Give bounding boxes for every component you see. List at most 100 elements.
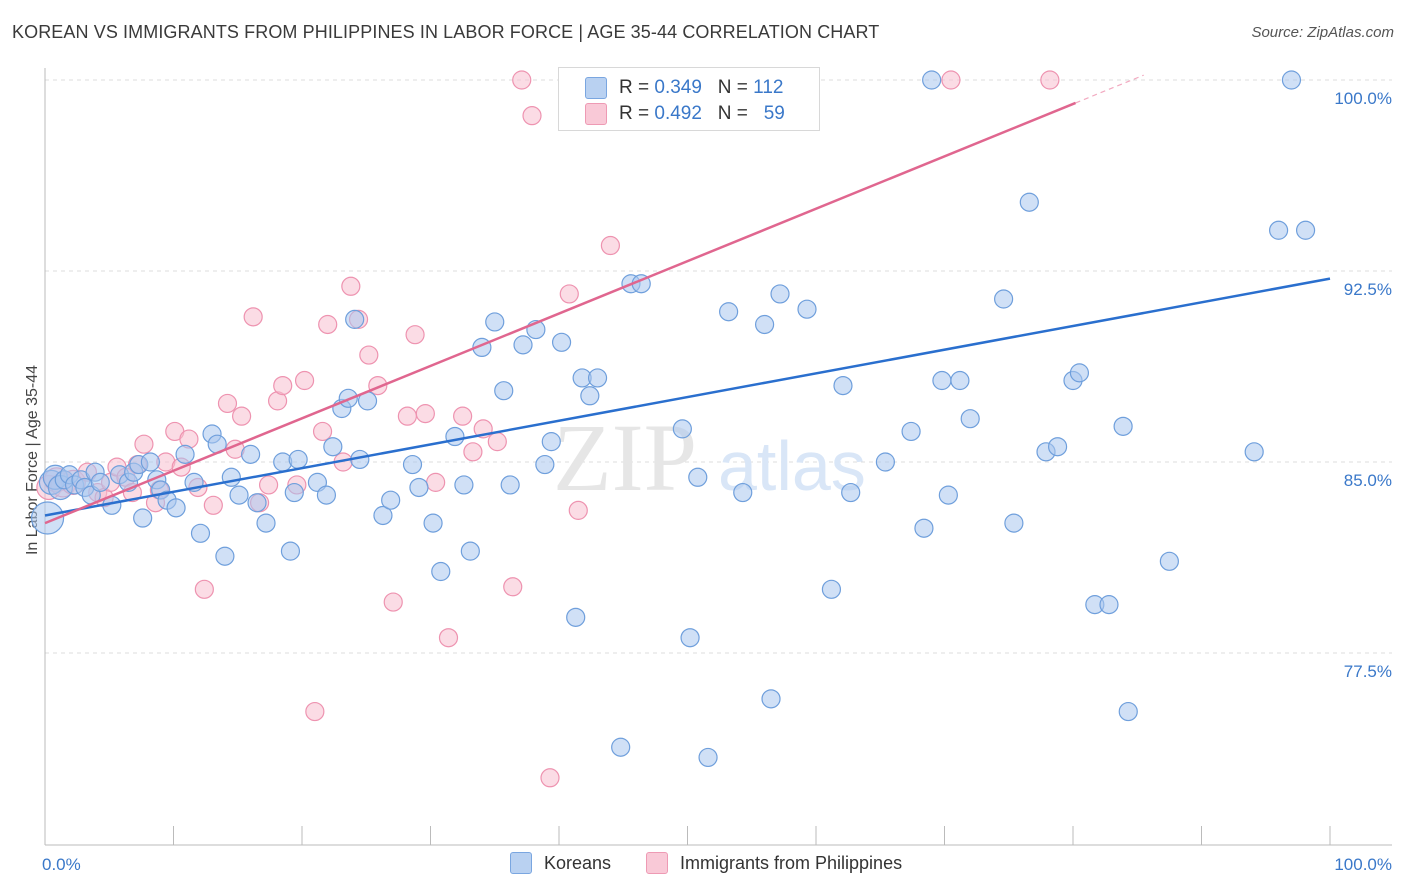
korean-point-93	[1004, 513, 1024, 533]
bottom-legend-swatch-koreans	[510, 852, 532, 874]
legend-row-koreans: R = 0.349 N = 112	[585, 76, 783, 100]
korean-point-31	[241, 444, 261, 464]
regression-line-philippines	[44, 101, 1077, 525]
korean-point-94	[1019, 192, 1039, 212]
korean-point-0	[30, 501, 65, 535]
philippines-point-58	[1040, 70, 1060, 90]
korean-point-23	[175, 444, 195, 464]
korean-point-33	[256, 513, 276, 533]
korean-point-36	[284, 482, 304, 503]
korean-point-109	[1281, 70, 1302, 90]
philippines-point-31	[294, 370, 315, 391]
korean-point-84	[841, 482, 861, 503]
y-tick-label-3: 77.5%	[1344, 662, 1392, 681]
korean-point-59	[513, 335, 533, 355]
regression-line-koreans	[44, 277, 1331, 517]
korean-point-102	[1118, 701, 1138, 722]
korean-point-91	[960, 409, 980, 429]
korean-point-106	[1295, 220, 1316, 240]
korean-point-50	[423, 513, 443, 533]
philippines-point-51	[512, 70, 532, 90]
korean-point-57	[494, 381, 514, 401]
philippines-point-56	[600, 235, 621, 256]
korean-point-51	[431, 561, 451, 582]
korean-point-89	[938, 485, 958, 505]
korean-point-17	[133, 508, 153, 528]
korean-point-35	[280, 541, 301, 561]
korean-point-39	[316, 485, 337, 505]
korean-point-32	[247, 493, 267, 513]
philippines-point-49	[487, 432, 507, 452]
legend-r-label-philippines: R =	[619, 103, 650, 124]
korean-point-86	[901, 421, 921, 442]
bottom-legend-koreans: Koreans	[510, 852, 611, 874]
korean-point-76	[719, 302, 739, 322]
korean-point-67	[587, 368, 608, 388]
korean-point-40	[323, 437, 343, 457]
legend-swatch-philippines	[585, 103, 607, 125]
watermark-zip: ZIP	[553, 404, 697, 511]
philippines-point-55	[568, 500, 588, 520]
korean-point-11	[90, 472, 110, 492]
regression-lines	[44, 74, 1331, 525]
watermark: ZIP atlas	[553, 404, 866, 511]
chart-title: KOREAN VS IMMIGRANTS FROM PHILIPPINES IN…	[12, 22, 880, 42]
philippines-point-12	[134, 434, 154, 454]
korean-point-90	[950, 370, 970, 391]
korean-point-58	[500, 475, 520, 495]
korean-point-49	[409, 477, 429, 498]
korean-point-64	[566, 607, 586, 627]
legend-r-value-philippines: 0.492	[654, 103, 702, 124]
korean-point-53	[454, 475, 474, 495]
philippines-point-44	[426, 472, 446, 492]
korean-point-100	[1099, 595, 1119, 615]
korean-point-73	[680, 628, 700, 648]
korean-point-75	[698, 747, 718, 768]
korean-point-28	[215, 546, 235, 566]
korean-point-101	[1113, 416, 1133, 436]
philippines-point-33	[312, 421, 333, 442]
korean-point-85	[875, 452, 895, 472]
korean-point-92	[994, 289, 1014, 309]
korean-point-48	[402, 454, 423, 475]
legend-r-label-koreans: R =	[619, 77, 650, 98]
legend-row-philippines: R = 0.492 N = 59	[585, 102, 785, 126]
korean-point-68	[611, 737, 631, 757]
philippines-point-47	[463, 442, 483, 462]
korean-point-104	[1244, 442, 1264, 462]
philippines-point-46	[453, 406, 473, 426]
x-tick-labels: 0.0% 100.0%	[42, 855, 1392, 874]
korean-point-54	[460, 541, 480, 561]
korean-point-77	[733, 482, 753, 503]
legend: R = 0.349 N = 112 R = 0.492 N = 59	[558, 67, 820, 131]
korean-point-80	[770, 284, 790, 304]
korean-point-81	[797, 299, 817, 319]
philippines-point-34	[318, 314, 338, 335]
philippines-point-53	[540, 768, 560, 788]
korean-point-88	[932, 370, 952, 391]
philippines-point-32	[305, 701, 325, 722]
korean-point-78	[754, 314, 775, 335]
philippines-point-50	[503, 577, 523, 597]
philippines-point-43	[415, 404, 435, 424]
philippines-point-25	[243, 307, 263, 327]
y-tick-label-0: 100.0%	[1334, 89, 1392, 108]
korean-point-29	[221, 467, 241, 487]
korean-point-62	[541, 432, 561, 452]
y-tick-label-2: 85.0%	[1344, 471, 1392, 490]
korean-point-96	[1047, 437, 1068, 457]
philippines-point-41	[397, 406, 417, 426]
korean-point-18	[140, 452, 160, 472]
korean-point-47	[381, 490, 401, 510]
legend-n-value-philippines: 59	[763, 103, 785, 124]
korean-point-25	[190, 523, 211, 543]
korean-point-98	[1069, 363, 1090, 383]
philippines-point-52	[522, 106, 542, 126]
philippines-point-57	[941, 70, 961, 90]
korean-point-22	[166, 498, 186, 518]
grid-lines	[45, 79, 1392, 654]
philippines-point-27	[258, 475, 279, 495]
philippines-point-40	[383, 592, 403, 612]
korean-point-83	[833, 376, 853, 396]
